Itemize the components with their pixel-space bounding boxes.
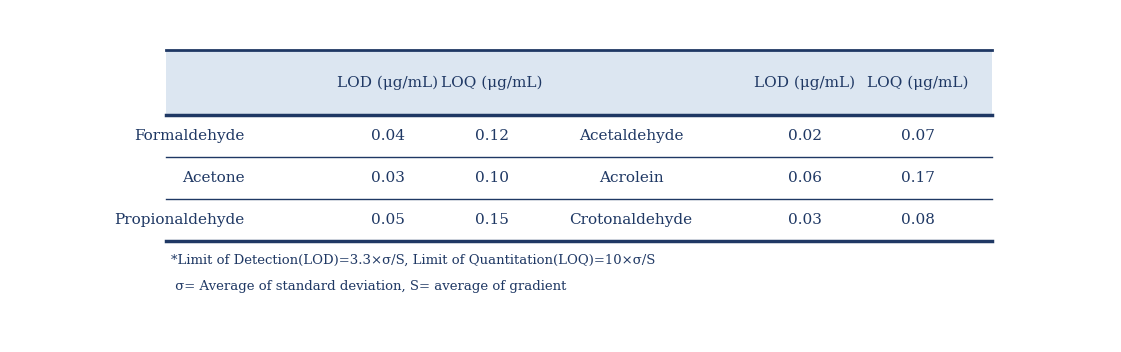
Text: LOQ (μg/mL): LOQ (μg/mL) [442, 76, 543, 90]
Text: Acrolein: Acrolein [599, 171, 664, 186]
Text: 0.03: 0.03 [788, 213, 822, 227]
Text: 0.05: 0.05 [371, 213, 405, 227]
Text: 0.02: 0.02 [788, 130, 822, 143]
Text: LOD (μg/mL): LOD (μg/mL) [754, 76, 855, 90]
Bar [166, 50, 992, 115]
Text: 0.07: 0.07 [901, 130, 935, 143]
Text: 0.03: 0.03 [371, 171, 405, 186]
Text: 0.17: 0.17 [901, 171, 935, 186]
Text: Crotonaldehyde: Crotonaldehyde [569, 213, 693, 227]
Text: 0.10: 0.10 [475, 171, 509, 186]
Text: Acetaldehyde: Acetaldehyde [578, 130, 683, 143]
Text: LOQ (μg/mL): LOQ (μg/mL) [867, 76, 969, 90]
Text: σ= Average of standard deviation, S= average of gradient: σ= Average of standard deviation, S= ave… [170, 280, 566, 293]
Text: 0.12: 0.12 [475, 130, 509, 143]
Text: 0.08: 0.08 [901, 213, 935, 227]
Text: 0.06: 0.06 [788, 171, 822, 186]
Text: Acetone: Acetone [182, 171, 244, 186]
Text: 0.04: 0.04 [371, 130, 405, 143]
Text: LOD (μg/mL): LOD (μg/mL) [337, 76, 438, 90]
Text: Propionaldehyde: Propionaldehyde [114, 213, 244, 227]
Text: Formaldehyde: Formaldehyde [135, 130, 244, 143]
Text: *Limit of Detection(LOD)=3.3×σ/S, Limit of Quantitation(LOQ)=10×σ/S: *Limit of Detection(LOD)=3.3×σ/S, Limit … [170, 254, 655, 267]
Text: 0.15: 0.15 [475, 213, 509, 227]
